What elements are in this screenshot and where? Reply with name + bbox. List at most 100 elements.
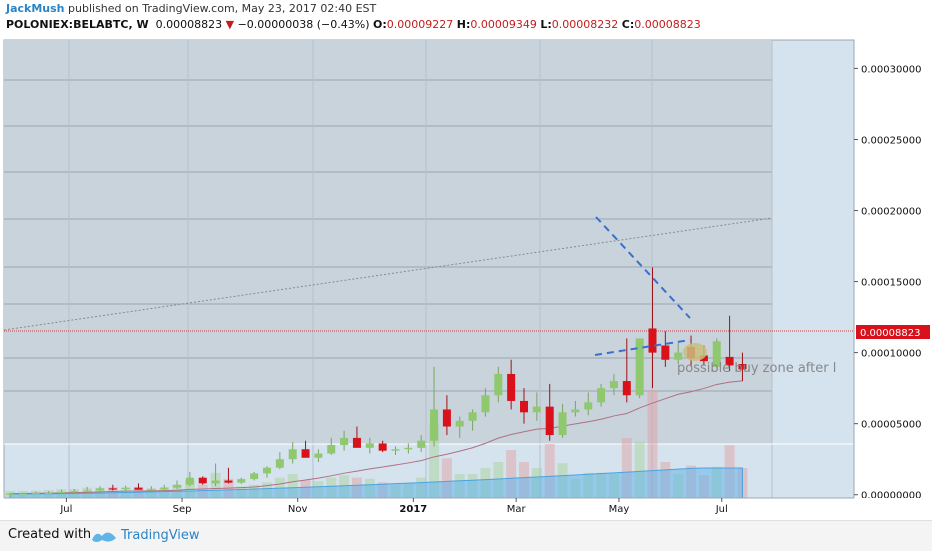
candle-body bbox=[674, 352, 683, 360]
candle-body bbox=[430, 409, 439, 441]
footer: Created with TradingView bbox=[0, 520, 932, 551]
x-tick-label: Sep bbox=[173, 504, 192, 515]
highlight-zone bbox=[4, 40, 772, 444]
candle-body bbox=[250, 473, 259, 480]
candle-body bbox=[6, 493, 14, 495]
candle-body bbox=[365, 443, 374, 448]
candle-body bbox=[18, 493, 27, 495]
candle-body bbox=[558, 412, 567, 436]
y-tick-label: 0.00000000 bbox=[861, 491, 921, 502]
candle-body bbox=[648, 328, 657, 353]
time-axis-bg bbox=[0, 498, 932, 520]
candle-body bbox=[160, 487, 169, 490]
candle-body bbox=[301, 449, 310, 458]
price-axis-bg bbox=[854, 40, 932, 498]
y-tick-label: 0.00010000 bbox=[861, 349, 921, 360]
candle-body bbox=[417, 440, 426, 448]
created-with-label: Created with bbox=[8, 527, 92, 542]
candle-body bbox=[134, 487, 143, 490]
candle-body bbox=[340, 437, 349, 445]
candle-body bbox=[70, 491, 79, 493]
support-dashed-line[interactable] bbox=[594, 339, 691, 356]
high-label: H: bbox=[456, 18, 471, 31]
candle-body bbox=[211, 480, 220, 484]
volume-bar bbox=[287, 474, 298, 498]
candle-body bbox=[391, 449, 400, 451]
candle-body bbox=[571, 409, 580, 413]
candle-body bbox=[545, 406, 554, 436]
buy-zone-marker[interactable] bbox=[683, 343, 707, 361]
candle-body bbox=[609, 381, 618, 389]
tradingview-logo-icon[interactable] bbox=[90, 526, 118, 544]
x-tick-label: 2017 bbox=[399, 504, 427, 515]
high-value: 0.00009349 bbox=[470, 18, 537, 31]
down-arrow-icon: ▼ bbox=[225, 18, 235, 31]
volume-bar bbox=[506, 450, 517, 498]
y-tick-label: 0.00015000 bbox=[861, 278, 921, 289]
open-label: O: bbox=[373, 18, 387, 31]
open-value: 0.00009227 bbox=[386, 18, 454, 31]
price-axis: 0.00030000 0.00025000 0.00020000 0.00015000… bbox=[854, 64, 921, 502]
published-text: published on TradingView.com, May 23, 20… bbox=[68, 2, 377, 15]
price-chart[interactable]: possible buy zone after l 0.000300000.00… bbox=[0, 0, 932, 520]
x-tick-label: May bbox=[609, 504, 630, 515]
price-tag-label: 0.00008823 bbox=[860, 328, 920, 339]
volume-bar bbox=[544, 444, 555, 498]
candle-body bbox=[44, 492, 53, 494]
candle-body bbox=[738, 363, 747, 370]
candle-body bbox=[468, 412, 477, 421]
symbol-label: POLONIEX:BELABTC, W bbox=[6, 18, 149, 31]
price-change: −0.00000038 (−0.43%) bbox=[237, 18, 370, 31]
candle-body bbox=[121, 487, 130, 490]
buy-zone-annotation: possible buy zone after l bbox=[677, 361, 836, 376]
tradingview-brand[interactable]: TradingView bbox=[121, 528, 200, 543]
long-trendline bbox=[3, 217, 773, 331]
candle-body bbox=[263, 467, 271, 474]
volume-bar bbox=[441, 458, 452, 498]
candle-body bbox=[622, 381, 631, 396]
candle-body bbox=[699, 355, 708, 362]
candle-body bbox=[532, 406, 541, 413]
gridlines bbox=[4, 40, 854, 498]
volume-ma-area bbox=[9, 467, 743, 499]
y-tick-label: 0.00005000 bbox=[861, 420, 921, 431]
candle-body bbox=[712, 341, 721, 367]
candle-body bbox=[147, 489, 156, 491]
y-tick-label: 0.00025000 bbox=[861, 135, 921, 146]
candle-body bbox=[584, 402, 593, 410]
x-tick-label: Jul bbox=[59, 504, 72, 515]
candle-body bbox=[275, 459, 284, 468]
resistance-dashed-line[interactable] bbox=[595, 216, 691, 319]
candle-body bbox=[520, 400, 528, 413]
low-value: 0.00008232 bbox=[551, 18, 619, 31]
price-tag-bg bbox=[856, 325, 930, 339]
author-name[interactable]: JackMush bbox=[6, 2, 65, 15]
candle-body bbox=[237, 479, 246, 483]
candle-body bbox=[224, 480, 233, 483]
x-tick-label: Nov bbox=[288, 504, 308, 515]
moving-average-line bbox=[9, 380, 743, 495]
candle-body bbox=[288, 449, 297, 460]
candle-body bbox=[314, 453, 323, 458]
candle-body bbox=[597, 388, 606, 403]
candle-body bbox=[442, 409, 451, 427]
candle-body bbox=[378, 443, 387, 451]
volume-bar bbox=[429, 424, 440, 498]
candle-body bbox=[494, 373, 503, 396]
close-label: C: bbox=[621, 18, 635, 31]
publish-info: JackMush published on TradingView.com, M… bbox=[6, 2, 376, 15]
close-value: 0.00008823 bbox=[634, 18, 701, 31]
candle-body bbox=[31, 493, 40, 495]
candle-body bbox=[185, 477, 194, 485]
y-tick-label: 0.00020000 bbox=[861, 207, 921, 218]
volume-bar bbox=[621, 438, 632, 498]
x-tick-label: Mar bbox=[507, 504, 527, 515]
ohlc-legend: POLONIEX:BELABTC, W 0.00008823 ▼ −0.0000… bbox=[6, 18, 701, 31]
y-tick-label: 0.00030000 bbox=[861, 64, 921, 75]
candle-body bbox=[198, 477, 207, 484]
volume-bar bbox=[647, 390, 658, 498]
candle-body bbox=[455, 420, 464, 427]
volume-bar bbox=[634, 441, 645, 498]
candle-body bbox=[725, 356, 734, 366]
candle-body bbox=[635, 338, 644, 396]
